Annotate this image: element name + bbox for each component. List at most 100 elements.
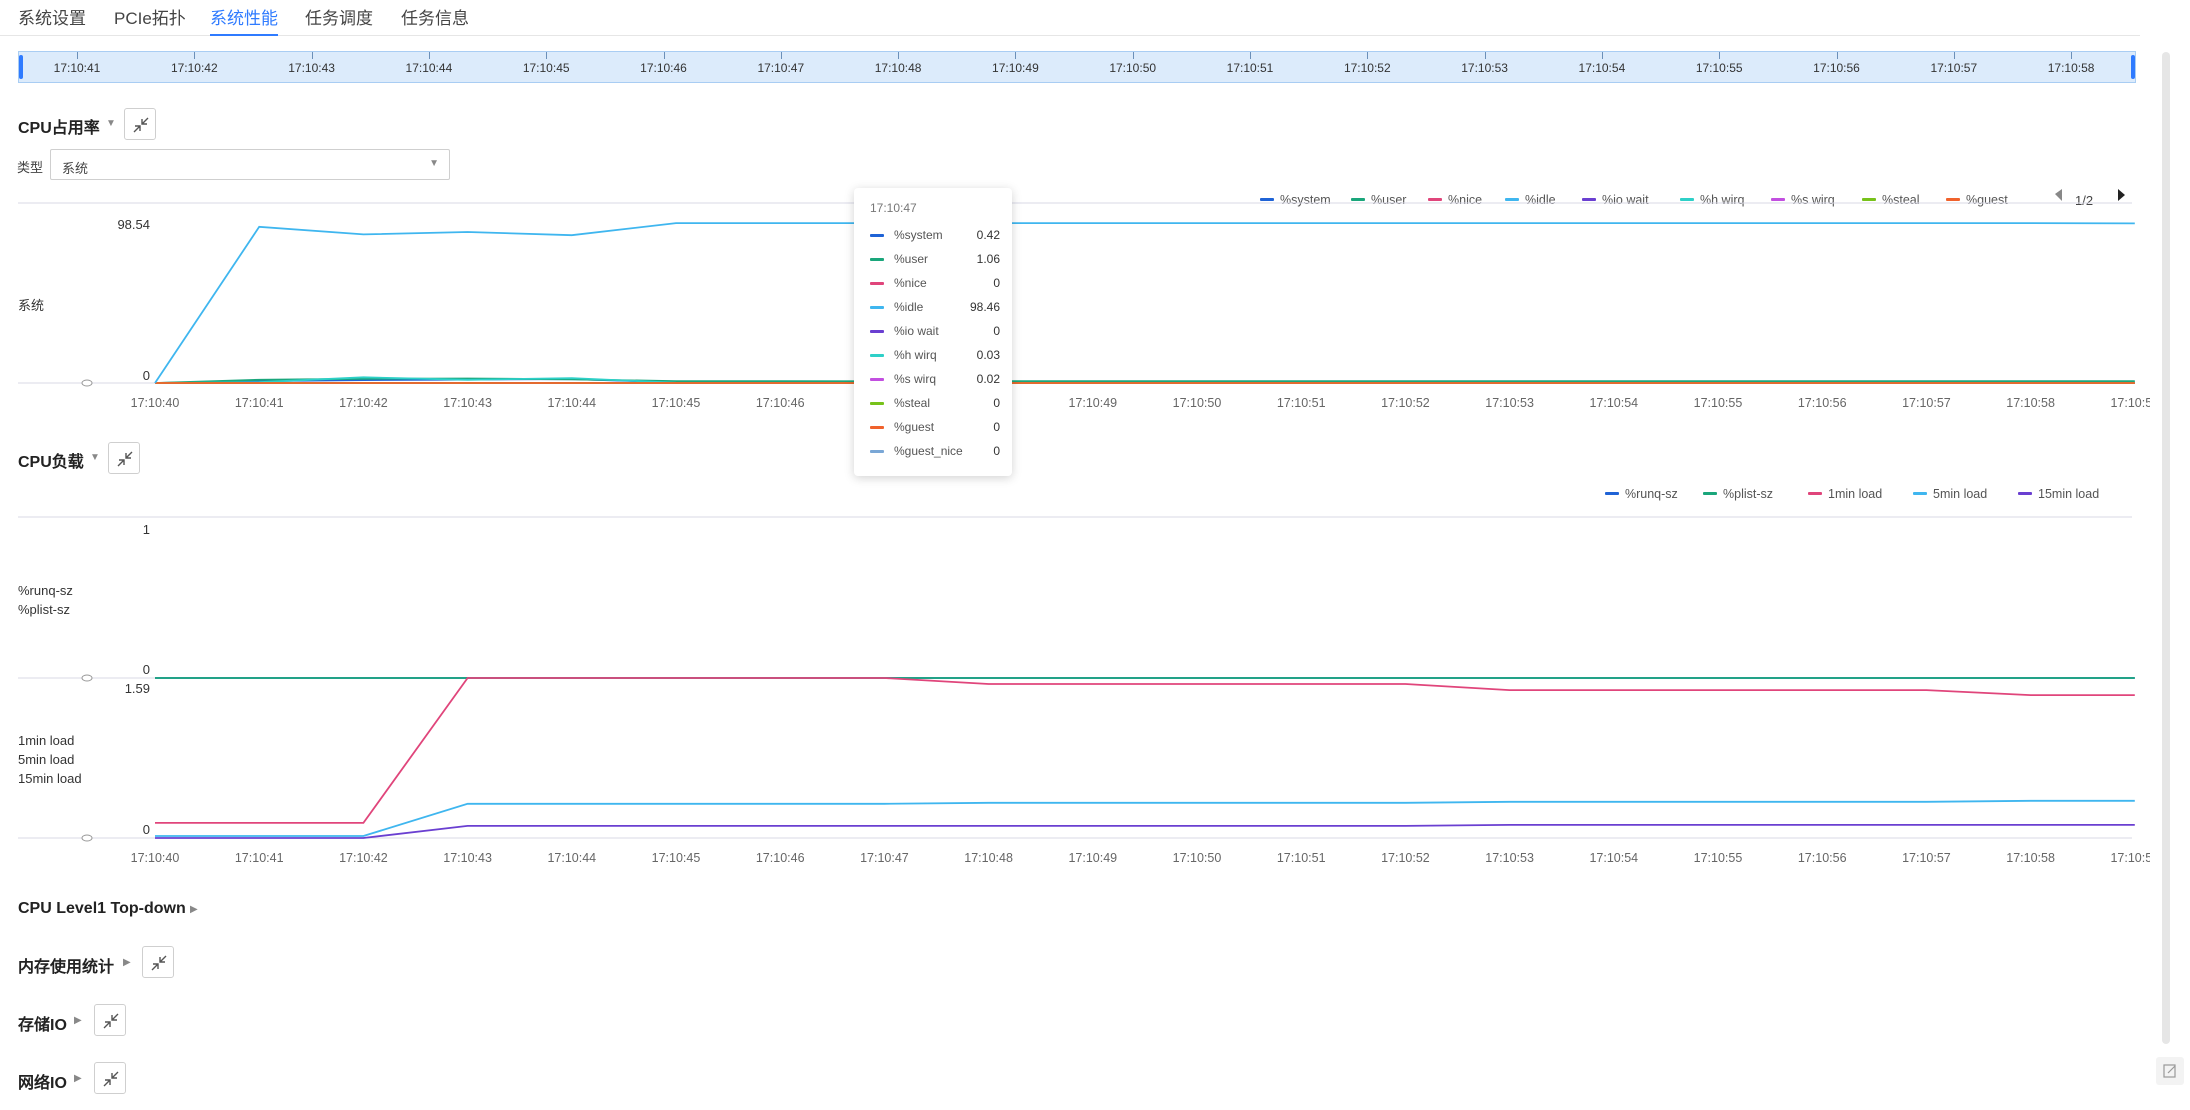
legend-item: %user — [1351, 193, 1406, 207]
legend-swatch — [1605, 492, 1619, 495]
tooltip-series-name: %nice — [894, 276, 927, 290]
x-tick-label: 17:10:54 — [1589, 396, 1638, 410]
time-range-end-handle[interactable] — [2131, 55, 2135, 79]
legend-label: 5min load — [1933, 487, 1987, 501]
timeline-tick-label: 17:10:47 — [757, 61, 805, 75]
x-tick-label: 17:10:48 — [964, 851, 1013, 865]
type-select[interactable]: 系统 ▼ — [50, 149, 450, 180]
pager-prev-icon — [2055, 189, 2062, 201]
caret-right-icon[interactable]: ▶ — [74, 1073, 82, 1084]
tab-system-performance[interactable]: 系统性能 — [210, 4, 278, 36]
cpu-usage-chart: %system %user %nice %idle %io wait %h wirq %s … — [18, 189, 2150, 410]
tooltip-row: %user 1.06 — [870, 251, 1000, 269]
legend-swatch — [1260, 198, 1274, 201]
y-tick-label: 98.54 — [117, 217, 150, 232]
timeline-tick — [1367, 52, 1369, 59]
legend-label: %nice — [1448, 193, 1482, 207]
collapse-cpu-load-button[interactable] — [108, 442, 140, 474]
tooltip-series-value: 0 — [993, 420, 1000, 434]
timeline-tick-label: 17:10:52 — [1343, 61, 1391, 75]
x-tick-label: 17:10:45 — [652, 851, 701, 865]
timeline-tick-label: 17:10:41 — [53, 61, 101, 75]
x-tick-label: 17:10:55 — [1694, 851, 1743, 865]
legend-swatch — [1808, 492, 1822, 495]
cpu-usage-title[interactable]: CPU占用率 — [18, 120, 100, 137]
tooltip-row: %s wirq 0.02 — [870, 371, 1000, 389]
tooltip-swatch — [870, 258, 884, 261]
tooltip-series-name: %guest_nice — [894, 444, 963, 458]
timeline-tick-label: 17:10:50 — [1109, 61, 1157, 75]
legend-swatch — [1428, 198, 1442, 201]
x-tick-label: 17:10:49 — [1068, 396, 1117, 410]
collapse-network-io-button[interactable] — [94, 1062, 126, 1094]
tooltip-row: %guest_nice 0 — [870, 443, 1000, 461]
tooltip-series-name: %system — [894, 228, 943, 242]
storage-io-title[interactable]: 存储IO — [18, 1017, 67, 1034]
chart-tooltip: 17:10:47 %system 0.42 %user 1.06 %nice 0 %idle… — [854, 188, 1012, 476]
x-tick-label: 17:10:43 — [443, 851, 492, 865]
x-tick-label: 17:10:53 — [1485, 851, 1534, 865]
timeline-tick-label: 17:10:58 — [2047, 61, 2095, 75]
tooltip-series-name: %guest — [894, 420, 935, 434]
x-tick-label: 17:10:40 — [131, 396, 180, 410]
timeline-tick — [1601, 52, 1603, 59]
tooltip-swatch — [870, 306, 884, 309]
tab-pcie-topology[interactable]: PCIe拓扑 — [114, 9, 186, 28]
collapse-storage-io-button[interactable] — [94, 1004, 126, 1036]
legend-item: %runq-sz — [1605, 487, 1678, 501]
cpu-load-chart: %runq-sz %plist-sz 1min load 5min load 15min… — [18, 487, 2150, 865]
timeline-tick-label: 17:10:44 — [405, 61, 453, 75]
tooltip-swatch — [870, 426, 884, 429]
timeline-tick — [2071, 52, 2073, 59]
legend-item: %nice — [1428, 193, 1482, 207]
caret-down-icon[interactable]: ▼ — [90, 452, 100, 463]
legend-swatch — [1771, 198, 1785, 201]
cpu-topdown-title[interactable]: CPU Level1 Top-down — [18, 900, 186, 917]
legend-label: %plist-sz — [1723, 487, 1773, 501]
x-tick-label: 17:10:58 — [2006, 851, 2055, 865]
tab-task-info[interactable]: 任务信息 — [401, 9, 469, 28]
timeline-tick — [663, 52, 665, 59]
caret-down-icon[interactable]: ▼ — [106, 118, 116, 129]
legend-item: 5min load — [1913, 487, 1987, 501]
timeline-tick — [1015, 52, 1017, 59]
page-scrollbar[interactable] — [2162, 52, 2170, 1044]
caret-right-icon[interactable]: ▶ — [190, 904, 198, 915]
memory-usage-title[interactable]: 内存使用统计 — [18, 959, 115, 976]
time-range-brush[interactable]: 17:10:41 17:10:42 17:10:43 17:10:44 17:10:45… — [18, 51, 2136, 83]
network-io-title[interactable]: 网络IO — [18, 1075, 67, 1092]
timeline-tick — [1250, 52, 1251, 59]
legend-item: %idle — [1505, 193, 1556, 207]
timeline-tick-label: 17:10:42 — [170, 61, 218, 75]
x-tick-label: 17:10:59 — [2110, 851, 2150, 865]
tab-task-scheduling[interactable]: 任务调度 — [305, 9, 373, 28]
legend-item: %io wait — [1582, 193, 1649, 207]
x-tick-label: 17:10:41 — [235, 396, 284, 410]
collapse-cpu-usage-button[interactable] — [124, 108, 156, 140]
y-tick-label: 0 — [143, 368, 150, 383]
timeline-tick — [1132, 52, 1134, 59]
series-line-minload — [155, 799, 2135, 837]
timeline-tick — [780, 52, 782, 59]
y-axis-label: 5min load — [18, 752, 74, 767]
caret-right-icon[interactable]: ▶ — [123, 957, 131, 968]
tooltip-series-name: %steal — [894, 396, 931, 410]
legend-item: %steal — [1862, 193, 1920, 207]
tooltip-swatch — [870, 450, 884, 453]
tab-system-settings[interactable]: 系统设置 — [18, 9, 86, 28]
tooltip-series-name: %h wirq — [894, 348, 937, 362]
x-tick-label: 17:10:56 — [1798, 396, 1847, 410]
tooltip-swatch — [870, 354, 884, 357]
legend-item: 1min load — [1808, 487, 1882, 501]
time-range-start-handle[interactable] — [19, 55, 23, 79]
x-tick-label: 17:10:53 — [1485, 396, 1534, 410]
x-tick-label: 17:10:43 — [443, 396, 492, 410]
edit-note-button[interactable] — [2156, 1057, 2184, 1085]
collapse-memory-button[interactable] — [142, 946, 174, 978]
caret-right-icon[interactable]: ▶ — [74, 1015, 82, 1026]
x-tick-label: 17:10:42 — [339, 396, 388, 410]
legend-label: 15min load — [2038, 487, 2099, 501]
cpu-load-title[interactable]: CPU负载 — [18, 454, 84, 471]
collapse-arrows-icon — [151, 955, 167, 971]
legend-label: %guest — [1966, 193, 2008, 207]
